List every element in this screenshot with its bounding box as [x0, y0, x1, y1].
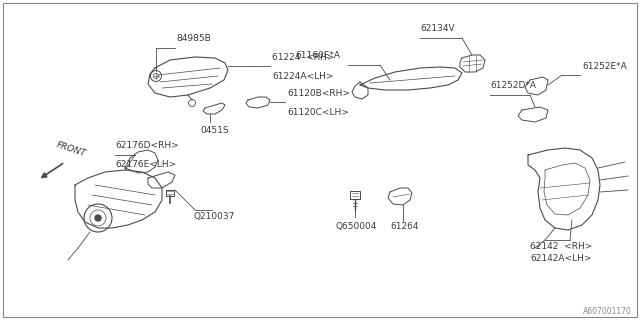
- Circle shape: [95, 215, 101, 221]
- Text: 61224  <RH>: 61224 <RH>: [272, 53, 334, 62]
- Text: 62134V: 62134V: [420, 24, 454, 33]
- Text: 61252E*A: 61252E*A: [582, 62, 627, 71]
- Text: 61224A<LH>: 61224A<LH>: [272, 72, 333, 81]
- Text: 84985B: 84985B: [176, 34, 211, 43]
- Text: Q650004: Q650004: [335, 222, 376, 231]
- Text: 61252D*A: 61252D*A: [490, 81, 536, 90]
- Text: 61160E*A: 61160E*A: [295, 51, 340, 60]
- Text: 62176E<LH>: 62176E<LH>: [115, 160, 176, 169]
- Text: Q210037: Q210037: [194, 212, 236, 221]
- Text: 62142A<LH>: 62142A<LH>: [530, 254, 591, 263]
- Text: 0451S: 0451S: [200, 126, 228, 135]
- Text: 61120B<RH>: 61120B<RH>: [287, 89, 350, 98]
- Text: 62142  <RH>: 62142 <RH>: [530, 242, 593, 251]
- Text: 61264: 61264: [390, 222, 419, 231]
- Text: A607001170: A607001170: [583, 307, 632, 316]
- Text: FRONT: FRONT: [55, 140, 87, 158]
- Text: 62176D<RH>: 62176D<RH>: [115, 141, 179, 150]
- Text: 61120C<LH>: 61120C<LH>: [287, 108, 349, 117]
